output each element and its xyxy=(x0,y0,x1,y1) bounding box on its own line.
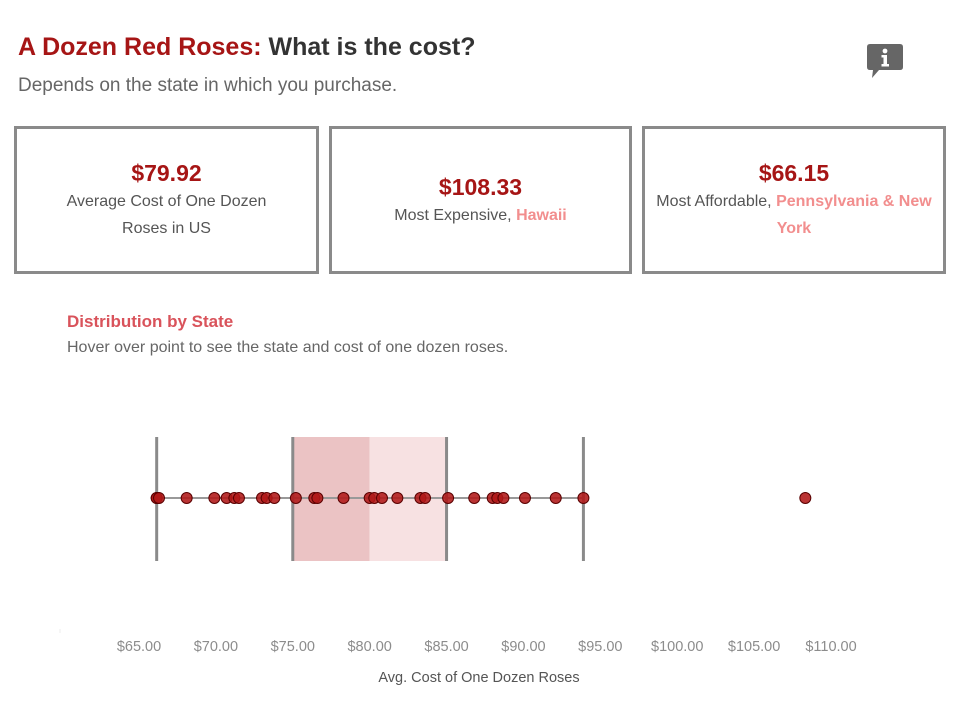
data-point[interactable] xyxy=(180,492,193,504)
x-tick-label: $70.00 xyxy=(194,639,238,655)
x-axis-label: Avg. Cost of One Dozen Roses xyxy=(378,670,579,686)
kpi-card-average: $79.92 Average Cost of One Dozen Roses i… xyxy=(14,126,319,274)
data-point[interactable] xyxy=(208,492,221,504)
distribution-title: Distribution by State xyxy=(67,312,234,331)
data-point[interactable] xyxy=(232,492,245,504)
data-point[interactable] xyxy=(577,492,590,504)
kpi-label-text-most-affordable: Most Affordable, xyxy=(656,193,777,210)
distribution-subtitle: Hover over point to see the state and co… xyxy=(67,339,509,356)
data-point[interactable] xyxy=(337,492,350,504)
x-tick-label: $80.00 xyxy=(347,639,391,655)
data-point[interactable] xyxy=(497,492,510,504)
x-tick-label: $85.00 xyxy=(424,639,468,655)
data-point[interactable] xyxy=(442,492,455,504)
data-point[interactable] xyxy=(311,492,324,504)
kpi-label-most-affordable: Most Affordable, Pennsylvania & New York xyxy=(649,188,939,242)
kpi-value-most-expensive: $108.33 xyxy=(438,173,523,200)
page-title-accent: A Dozen Red Roses: xyxy=(18,33,262,61)
data-point[interactable] xyxy=(391,492,404,504)
data-point[interactable] xyxy=(799,492,812,504)
x-tick-label: $75.00 xyxy=(271,639,315,655)
kpi-value-most-affordable: $66.15 xyxy=(758,160,830,186)
x-tick-label: $110.00 xyxy=(805,639,856,655)
x-tick-label: $105.00 xyxy=(728,639,780,655)
data-point[interactable] xyxy=(375,492,388,504)
data-point[interactable] xyxy=(268,492,281,504)
kpi-label-text-most-expensive: Most Expensive, xyxy=(394,206,517,224)
kpi-value-average: $79.92 xyxy=(131,160,202,186)
data-point[interactable] xyxy=(518,492,531,504)
x-tick-label: $100.00 xyxy=(651,639,703,655)
info-speech-bubble-icon[interactable] xyxy=(866,43,904,79)
distribution-chart: $65.00 $70.00 $75.00 $80.00 $85.00 $90.00 $95.… xyxy=(59,437,857,686)
page-title: A Dozen Red Roses: What is the cost? xyxy=(18,33,475,62)
data-point[interactable] xyxy=(419,492,432,504)
data-point[interactable] xyxy=(289,492,302,504)
kpi-state-most-affordable: Pennsylvania & New York xyxy=(776,193,932,237)
kpi-state-most-expensive: Hawaii xyxy=(516,206,567,224)
kpi-label-average: Average Cost of One Dozen Roses in US xyxy=(66,193,267,237)
data-point[interactable] xyxy=(468,492,481,504)
data-point[interactable] xyxy=(152,492,165,504)
x-tick-label: $65.00 xyxy=(117,639,161,655)
kpi-card-most-affordable: $66.15 Most Affordable, Pennsylvania & N… xyxy=(642,126,946,274)
kpi-label-most-expensive: Most Expensive, Hawaii xyxy=(394,202,567,229)
x-tick-label: $95.00 xyxy=(578,639,622,655)
page-subtitle: Depends on the state in which you purcha… xyxy=(18,75,398,96)
x-tick-label: $90.00 xyxy=(501,639,545,655)
data-point[interactable] xyxy=(549,492,562,504)
kpi-card-most-expensive: $108.33 Most Expensive, Hawaii xyxy=(329,126,632,274)
page-title-rest: What is the cost? xyxy=(261,33,476,61)
